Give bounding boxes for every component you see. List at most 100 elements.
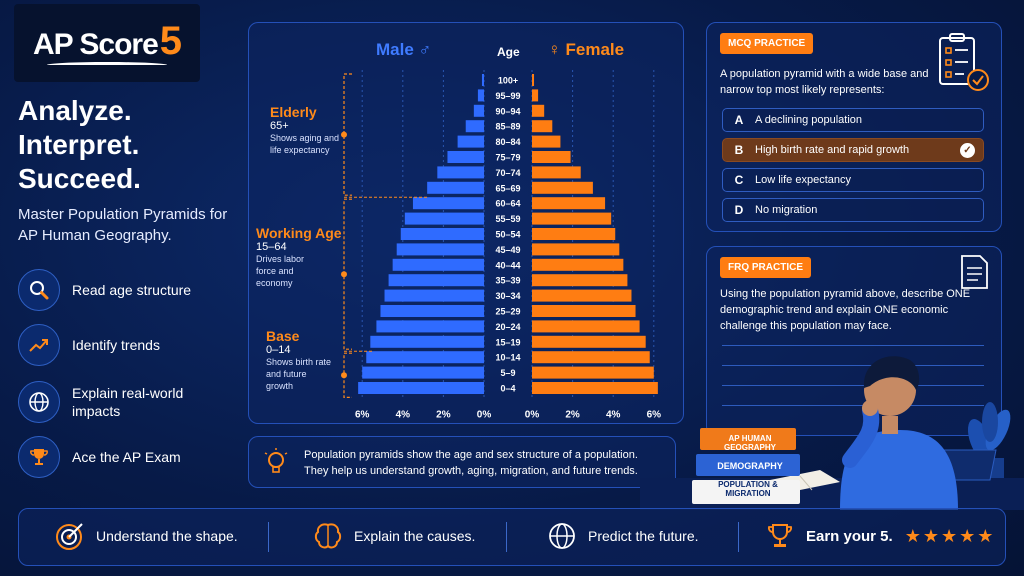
age-tick-label: 60–64 <box>495 199 520 209</box>
population-pyramid-chart: 100+ 95–99 90–94 85–89 80–84 75–79 70–74 65–69 6… <box>341 70 662 420</box>
age-tick-label: 25–29 <box>495 307 520 317</box>
age-tick-label: 10–14 <box>495 353 520 363</box>
headline-line-3: Succeed. <box>18 163 141 194</box>
bar-female <box>532 104 545 117</box>
x-tick-label-female: 6% <box>647 409 662 420</box>
x-tick-label-male: 4% <box>396 409 411 420</box>
bar-male <box>465 120 484 133</box>
bar-male <box>400 228 484 240</box>
age-tick-label: 80–84 <box>495 137 520 147</box>
bar-male <box>366 351 484 364</box>
age-tick-label: 100+ <box>498 76 518 86</box>
age-tick-label: 15–19 <box>495 337 520 347</box>
bar-female <box>532 320 640 333</box>
bar-female <box>532 74 535 86</box>
age-tick-label: 85–89 <box>495 122 520 132</box>
option-letter: C <box>734 173 744 187</box>
headline: Analyze. Interpret. Succeed. <box>18 94 141 196</box>
book-title-3: POPULATION & MIGRATION <box>718 480 778 498</box>
age-tick-label: 30–34 <box>495 291 520 301</box>
x-tick-label-male: 6% <box>355 409 370 420</box>
feature-label: Ace the AP Exam <box>72 449 181 465</box>
bottom-label: Predict the future. <box>588 528 699 544</box>
target-icon <box>56 523 83 550</box>
trophy-icon <box>768 524 792 547</box>
frq-badge: FRQ PRACTICE <box>720 257 811 278</box>
bar-male <box>380 305 484 317</box>
check-icon: ✓ <box>960 143 975 158</box>
bar-male <box>404 212 484 225</box>
headline-line-2: Interpret. <box>18 129 140 160</box>
bottom-item-understand: Understand the shape. <box>54 520 238 552</box>
x-tick-label-female: 2% <box>565 409 580 420</box>
age-tick-label: 95–99 <box>495 91 520 101</box>
bar-female <box>532 135 561 148</box>
globe-icon <box>549 523 575 549</box>
checklist-icon <box>936 32 990 97</box>
age-tick-label: 55–59 <box>495 214 520 224</box>
feature-identify-trends: Identify trends <box>18 324 202 366</box>
feature-label: Read age structure <box>72 282 192 298</box>
annotation-desc: Shows birth rate and future growth <box>266 357 332 391</box>
annotation-elderly: Elderly 65+ Shows aging and life expecta… <box>270 104 340 156</box>
mcq-option-b[interactable]: B High birth rate and rapid growth ✓ <box>722 138 984 162</box>
age-tick-label: 20–24 <box>495 322 520 332</box>
bar-female <box>532 258 624 271</box>
trophy-icon <box>18 436 60 478</box>
mcq-option-a[interactable]: A A declining population <box>722 108 984 132</box>
answer-line <box>722 365 984 366</box>
bar-female <box>532 120 553 133</box>
mcq-question: A population pyramid with a wide base an… <box>720 68 929 96</box>
divider <box>738 522 739 552</box>
bar-male <box>370 335 484 348</box>
star-rating: ★★★★★ <box>905 526 996 547</box>
bottom-item-earn: Earn your 5. ★★★★★ <box>764 520 995 552</box>
book-title-2: DEMOGRAPHY <box>717 461 783 471</box>
bar-male <box>427 181 484 194</box>
bar-male <box>396 243 484 256</box>
bar-female <box>532 243 620 256</box>
bar-male <box>388 274 484 287</box>
mcq-option-d[interactable]: D No migration <box>722 198 984 222</box>
star-icon: ★ <box>977 525 996 546</box>
x-tick-label-male: 0% <box>477 409 492 420</box>
logo-swoosh <box>47 61 167 68</box>
bracket-elderly-dot <box>341 131 347 138</box>
bar-female <box>532 166 581 179</box>
annotation-desc: Shows aging and life expectancy <box>270 133 340 155</box>
frq-prompt: Using the population pyramid above, desc… <box>720 288 971 332</box>
bar-male <box>376 320 484 333</box>
bar-female <box>532 212 612 225</box>
info-box <box>248 436 676 488</box>
option-letter: A <box>734 113 744 127</box>
x-tick-label-female: 0% <box>525 409 540 420</box>
age-tick-label: 90–94 <box>495 106 520 116</box>
feature-read-age: Read age structure <box>18 269 202 311</box>
bar-male <box>481 74 484 86</box>
age-tick-label: 45–49 <box>495 245 520 255</box>
option-text: No migration <box>755 204 818 216</box>
mcq-option-c[interactable]: C Low life expectancy <box>722 168 984 192</box>
age-tick-label: 70–74 <box>495 168 520 178</box>
bar-male <box>412 197 484 210</box>
option-text: Low life expectancy <box>755 174 851 186</box>
option-letter: D <box>734 203 744 217</box>
annotation-range: 15–64 <box>256 241 287 253</box>
magnifier-icon <box>18 269 60 311</box>
age-tick-label: 65–69 <box>495 183 520 193</box>
divider <box>268 522 269 552</box>
age-tick-label: 50–54 <box>495 230 520 240</box>
feature-explain-impacts: Explain real-world impacts <box>18 381 202 423</box>
brain-icon <box>314 523 342 549</box>
trend-up-icon <box>18 324 60 366</box>
document-icon <box>958 254 990 295</box>
bar-female <box>532 151 571 163</box>
logo: AP Score5 <box>14 4 200 82</box>
option-text: A declining population <box>755 114 863 126</box>
star-icon: ★ <box>959 525 978 546</box>
mcq-panel <box>706 22 1002 232</box>
x-tick-label-male: 2% <box>436 409 451 420</box>
age-tick-label: 0–4 <box>500 384 515 394</box>
annotation-title: Base <box>266 328 300 344</box>
headline-line-1: Analyze. <box>18 95 132 126</box>
